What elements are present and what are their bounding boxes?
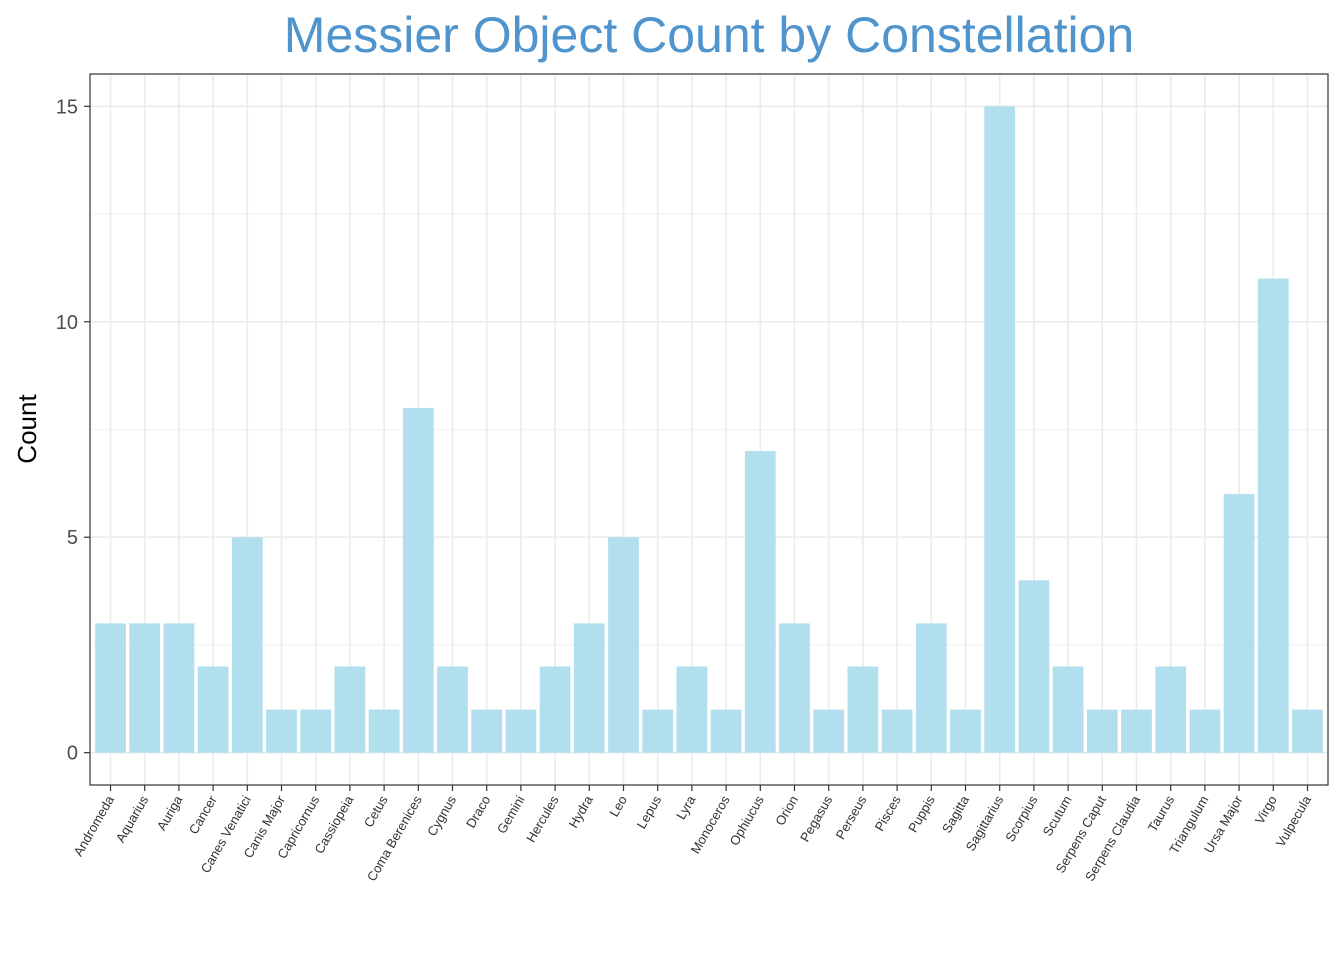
bar-andromeda <box>95 623 126 753</box>
bar-serpens-claudia <box>1121 709 1152 753</box>
bars <box>95 106 1323 753</box>
x-tick-label: Hercules <box>523 793 562 845</box>
bar-gemini <box>505 709 537 753</box>
bar-cetus <box>368 709 400 753</box>
x-tick-label: Auriga <box>154 792 186 833</box>
y-tick-label: 15 <box>56 96 78 118</box>
bar-taurus <box>1155 666 1187 753</box>
x-tick-label: Lepus <box>634 793 665 832</box>
x-tick-label: Lyra <box>673 792 699 822</box>
bar-draco <box>471 709 503 753</box>
bar-capricornus <box>300 709 332 753</box>
bar-sagitta <box>950 709 981 753</box>
bar-pisces <box>881 709 913 753</box>
bar-lyra <box>676 666 708 753</box>
x-tick-label: Draco <box>463 793 493 831</box>
bar-auriga <box>163 623 195 753</box>
bar-hercules <box>539 666 571 753</box>
bar-serpens-caput <box>1086 709 1118 753</box>
grid <box>90 74 1328 785</box>
x-tick-label: Pisces <box>872 793 904 834</box>
chart-title: Messier Object Count by Constellation <box>284 7 1134 63</box>
y-axis-label: Count <box>12 394 42 464</box>
x-tick-label: Sagitta <box>939 792 973 835</box>
bar-coma-berenices <box>402 407 434 753</box>
bar-leo <box>608 537 639 753</box>
bar-scorpius <box>1018 580 1050 753</box>
plot-border <box>89 73 1329 786</box>
y-tick-label: 0 <box>67 743 78 765</box>
x-tick-label: Scorpius <box>1002 793 1041 845</box>
bar-canis-major <box>266 709 297 753</box>
y-tick-label: 5 <box>67 527 78 549</box>
bar-lepus <box>642 709 674 753</box>
y-tick-label: 10 <box>56 312 78 334</box>
bar-aquarius <box>129 623 161 753</box>
x-tick-label: Virgo <box>1252 793 1280 827</box>
bar-sagittarius <box>984 106 1016 753</box>
bar-cygnus <box>437 666 468 753</box>
bar-triangulum <box>1189 709 1221 753</box>
x-tick-label: Gemini <box>494 793 528 836</box>
x-tick-label: Puppis <box>905 793 938 835</box>
x-tick-label: Ophiucus <box>726 793 767 848</box>
x-tick-label: Perseus <box>833 793 870 842</box>
x-tick-label: Hydra <box>566 792 597 830</box>
x-tick-label: Leo <box>606 793 630 819</box>
bar-cassiopeia <box>334 666 366 753</box>
bar-scutum <box>1052 666 1084 753</box>
bar-pegasus <box>813 709 845 753</box>
bar-perseus <box>847 666 879 753</box>
x-tick-label: Andromeda <box>71 792 118 858</box>
bar-monoceros <box>710 709 742 753</box>
x-tick-label: Taurus <box>1145 793 1178 835</box>
bar-ophiucus <box>744 451 776 753</box>
x-tick-label: Pegasus <box>797 793 836 845</box>
bar-vulpecula <box>1292 709 1323 753</box>
bar-cancer <box>197 666 229 753</box>
bar-virgo <box>1257 278 1289 753</box>
x-tick-label: Cancer <box>186 792 220 836</box>
bar-canes-venatici <box>231 537 263 753</box>
x-tick-label: Cygnus <box>424 793 459 839</box>
x-tick-label: Aquarius <box>113 793 152 845</box>
x-tick-label: Orion <box>772 793 801 828</box>
x-tick-label: Cetus <box>361 793 391 830</box>
y-axis: 0 5 10 15 <box>56 96 90 765</box>
x-tick-label: Scutum <box>1040 793 1075 839</box>
bar-ursa-major <box>1223 494 1255 753</box>
bar-puppis <box>915 623 947 753</box>
bar-hydra <box>573 623 605 753</box>
bar-orion <box>779 623 810 753</box>
